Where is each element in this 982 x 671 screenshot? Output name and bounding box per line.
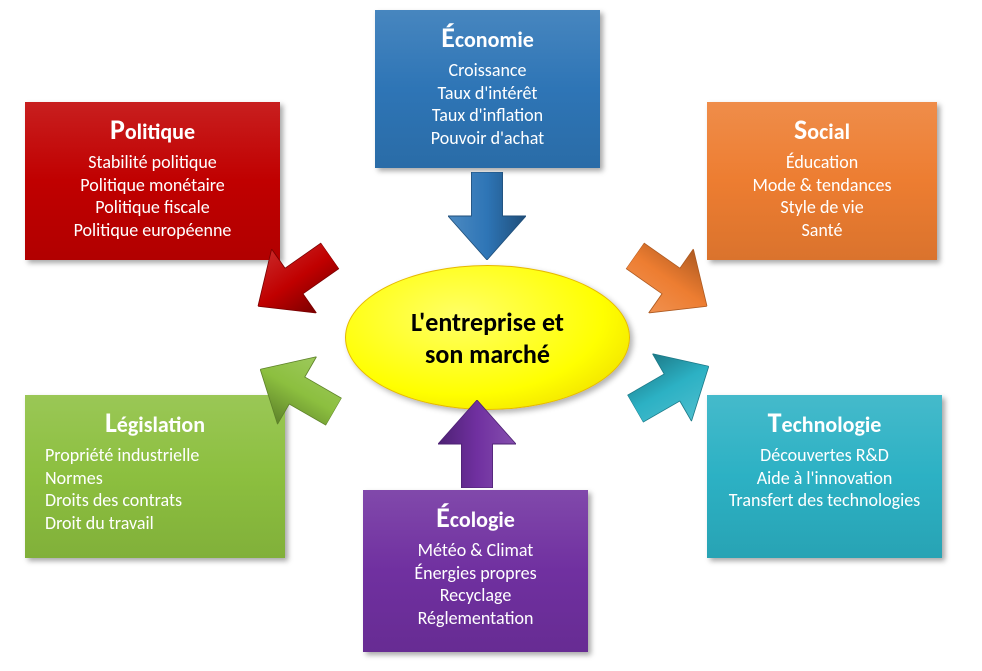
box-item: Énergies propres: [375, 562, 576, 585]
center-line1: L'entreprise et: [411, 306, 564, 338]
box-item: Propriété industrielle: [45, 444, 273, 467]
box-item: Taux d'intérêt: [387, 82, 588, 105]
box-politique: Politique Stabilité politiquePolitique m…: [25, 102, 280, 260]
box-item: Transfert des technologies: [719, 489, 930, 512]
box-item: Découvertes R&D: [719, 444, 930, 467]
arrow-ecologie: [438, 400, 516, 488]
box-item: Stabilité politique: [37, 151, 268, 174]
box-politique-items: Stabilité politiquePolitique monétairePo…: [37, 151, 268, 241]
box-item: Taux d'inflation: [387, 104, 588, 127]
box-item: Droits des contrats: [45, 489, 273, 512]
box-item: Santé: [719, 219, 925, 242]
box-item: Politique européenne: [37, 219, 268, 242]
box-item: Mode & tendances: [719, 174, 925, 197]
box-economie-items: CroissanceTaux d'intérêtTaux d'inflation…: [387, 59, 588, 149]
box-technologie-title: Technologie: [719, 405, 930, 440]
box-legislation-title: Législation: [37, 405, 273, 440]
box-ecologie-items: Météo & ClimatÉnergies propresRecyclageR…: [375, 539, 576, 629]
box-social-items: ÉducationMode & tendancesStyle de vieSan…: [719, 151, 925, 241]
box-item: Recyclage: [375, 584, 576, 607]
box-technologie: Technologie Découvertes R&DAide à l'inno…: [707, 395, 942, 558]
box-item: Droit du travail: [45, 512, 273, 535]
box-item: Politique fiscale: [37, 196, 268, 219]
box-economie: Économie CroissanceTaux d'intérêtTaux d'…: [375, 10, 600, 168]
box-politique-title: Politique: [37, 112, 268, 147]
box-social: Social ÉducationMode & tendancesStyle de…: [707, 102, 937, 260]
box-ecologie: Écologie Météo & ClimatÉnergies propresR…: [363, 490, 588, 652]
box-item: Éducation: [719, 151, 925, 174]
box-item: Politique monétaire: [37, 174, 268, 197]
box-social-title: Social: [719, 112, 925, 147]
box-legislation-items: Propriété industrielleNormesDroits des c…: [37, 444, 273, 534]
center-ellipse: L'entreprise et son marché: [345, 265, 630, 410]
box-technologie-items: Découvertes R&DAide à l'innovationTransf…: [719, 444, 930, 512]
arrow-economie: [448, 172, 526, 260]
box-item: Pouvoir d'achat: [387, 127, 588, 150]
box-item: Croissance: [387, 59, 588, 82]
box-item: Aide à l'innovation: [719, 467, 930, 490]
box-item: Réglementation: [375, 607, 576, 630]
box-economie-title: Économie: [387, 20, 588, 55]
box-ecologie-title: Écologie: [375, 500, 576, 535]
box-item: Style de vie: [719, 196, 925, 219]
center-text: L'entreprise et son marché: [411, 306, 564, 370]
box-item: Météo & Climat: [375, 539, 576, 562]
box-legislation: Législation Propriété industrielleNormes…: [25, 395, 285, 558]
center-line2: son marché: [411, 338, 564, 370]
box-item: Normes: [45, 467, 273, 490]
